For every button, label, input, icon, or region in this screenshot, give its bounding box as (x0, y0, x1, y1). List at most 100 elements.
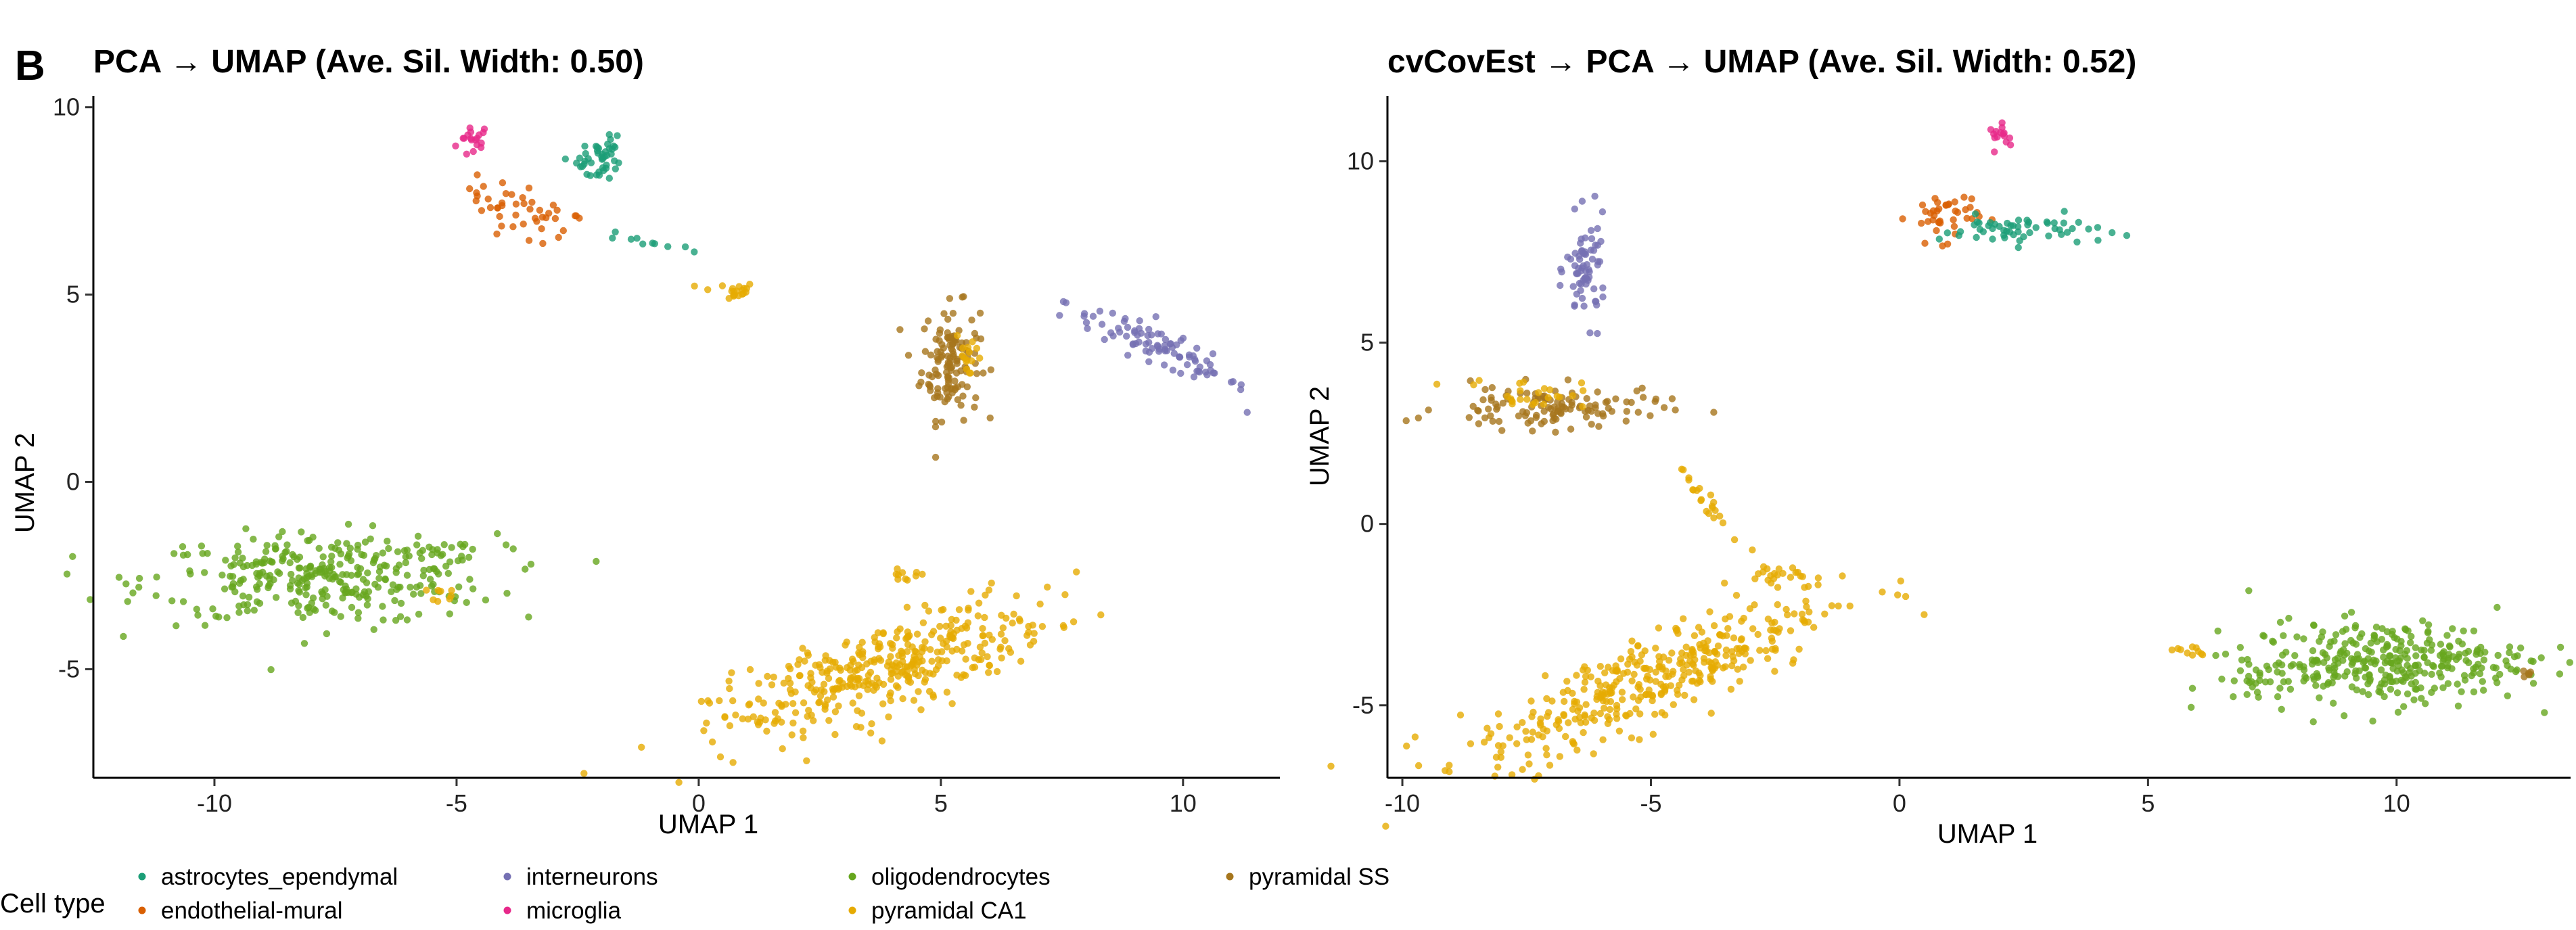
right-y-axis-title: UMAP 2 (1305, 386, 1335, 486)
point-pyramidal-ca1 (1636, 736, 1643, 743)
point-oligodendrocytes (2236, 644, 2244, 651)
point-pyramidal-ca1 (1527, 697, 1535, 705)
point-oligodendrocytes (446, 610, 453, 618)
point-oligodendrocytes (234, 549, 242, 556)
y-tick-label: 10 (1347, 147, 1374, 175)
point-pyramidal-ca1 (1060, 624, 1068, 631)
point-pyramidal-ca1 (1496, 722, 1503, 730)
point-pyramidal-ss (917, 378, 925, 386)
point-pyramidal-ss (1592, 401, 1599, 409)
point-pyramidal-ca1 (953, 645, 961, 653)
point-pyramidal-ca1 (1642, 691, 1650, 699)
point-oligodendrocytes (2387, 659, 2395, 667)
point-oligodendrocytes (403, 572, 411, 579)
point-oligodendrocytes (2401, 651, 2409, 658)
point-oligodendrocytes (2556, 670, 2564, 678)
point-interneurons (1599, 284, 1607, 292)
point-pyramidal-ca1 (2177, 646, 2184, 653)
point-interneurons (1580, 277, 1587, 284)
point-oligodendrocytes (2399, 678, 2407, 685)
point-pyramidal-ca1 (1835, 602, 1842, 610)
point-pyramidal-ss (953, 355, 961, 363)
point-oligodendrocytes (2261, 678, 2270, 686)
y-tick-label: 0 (1360, 510, 1374, 538)
point-oligodendrocytes (375, 567, 384, 576)
point-pyramidal-ca1 (890, 662, 898, 670)
point-endothelial-mural (478, 207, 486, 214)
point-oligodendrocytes (295, 564, 303, 572)
point-pyramidal-ca1 (965, 606, 972, 614)
point-oligodendrocytes (2286, 685, 2295, 693)
point-pyramidal-ca1 (873, 674, 881, 682)
point-pyramidal-ca1 (1446, 762, 1453, 769)
point-oligodendrocytes (354, 545, 361, 553)
point-pyramidal-ca1 (1706, 608, 1714, 615)
right-scatter-points (1327, 119, 2573, 830)
point-oligodendrocytes (463, 599, 470, 606)
point-oligodendrocytes (268, 558, 275, 565)
point-pyramidal-ca1 (1537, 722, 1544, 729)
point-pyramidal-ca1 (1814, 581, 1822, 588)
point-astrocytes-ependymal (2001, 234, 2008, 241)
point-pyramidal-ss (1594, 388, 1601, 396)
point-pyramidal-ca1 (1680, 615, 1687, 622)
point-pyramidal-ca1 (1628, 653, 1636, 661)
point-oligodendrocytes (389, 581, 397, 588)
point-pyramidal-ca1 (1894, 591, 1902, 599)
point-oligodendrocytes (2334, 659, 2342, 667)
point-pyramidal-ss (949, 310, 957, 317)
point-pyramidal-ca1 (1553, 392, 1561, 400)
point-pyramidal-ca1 (1559, 689, 1567, 696)
point-oligodendrocytes (375, 574, 383, 582)
point-pyramidal-ca1 (1787, 574, 1795, 581)
point-oligodendrocytes (135, 574, 143, 582)
point-pyramidal-ss (925, 371, 933, 379)
point-pyramidal-ca1 (864, 686, 871, 693)
point-interneurons (1059, 298, 1067, 306)
point-pyramidal-ss (1605, 404, 1612, 412)
point-oligodendrocytes (2352, 667, 2360, 674)
point-endothelial-mural (1963, 214, 1971, 222)
point-oligodendrocytes (2187, 703, 2195, 712)
point-oligodendrocytes (2319, 628, 2326, 636)
point-pyramidal-ca1 (1025, 622, 1032, 630)
point-pyramidal-ca1 (1519, 378, 1527, 386)
point-astrocytes-ependymal (2073, 238, 2081, 246)
point-pyramidal-ca1 (952, 616, 960, 624)
point-pyramidal-ca1 (437, 587, 444, 595)
point-interneurons (1157, 330, 1166, 338)
point-pyramidal-ca1 (1548, 697, 1556, 705)
point-endothelial-mural (484, 195, 492, 203)
point-oligodendrocytes (2362, 645, 2370, 653)
point-astrocytes-ependymal (2094, 224, 2102, 231)
point-pyramidal-ss (1564, 376, 1572, 383)
point-pyramidal-ca1 (1001, 637, 1009, 645)
point-pyramidal-ca1 (1749, 625, 1757, 632)
point-astrocytes-ependymal (1986, 218, 1994, 227)
point-pyramidal-ca1 (1617, 655, 1625, 663)
point-pyramidal-ca1 (1737, 636, 1745, 644)
point-endothelial-mural (512, 200, 520, 208)
point-pyramidal-ss (1595, 423, 1603, 430)
point-pyramidal-ca1 (887, 640, 894, 647)
point-oligodendrocytes (308, 599, 315, 607)
point-astrocytes-ependymal (633, 235, 641, 242)
point-pyramidal-ca1 (1604, 720, 1612, 728)
point-oligodendrocytes (209, 605, 216, 613)
point-pyramidal-ca1 (1803, 603, 1810, 611)
point-oligodendrocytes (334, 539, 342, 547)
point-pyramidal-ca1 (1613, 710, 1620, 718)
point-pyramidal-ss (940, 310, 948, 317)
point-oligodendrocytes (2444, 680, 2452, 687)
point-pyramidal-ca1 (1543, 751, 1550, 759)
point-oligodendrocytes (289, 577, 296, 584)
point-oligodendrocytes (2280, 632, 2287, 639)
point-oligodendrocytes (2316, 638, 2323, 645)
point-pyramidal-ca1 (1741, 645, 1748, 652)
point-pyramidal-ca1 (731, 291, 739, 299)
point-pyramidal-ca1 (831, 708, 840, 716)
point-astrocytes-ependymal (576, 154, 584, 162)
point-oligodendrocytes (199, 550, 206, 557)
point-pyramidal-ca1 (1669, 670, 1676, 678)
point-pyramidal-ca1 (1668, 649, 1676, 657)
